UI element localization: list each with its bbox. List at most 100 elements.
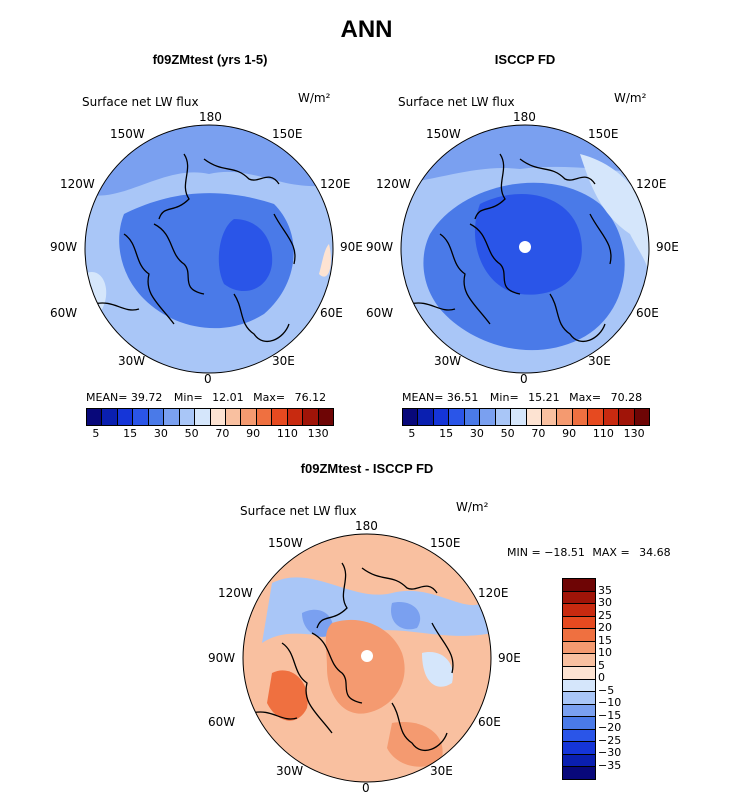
colorbar-swatch bbox=[255, 409, 272, 425]
panel2-lon-150w: 150W bbox=[426, 127, 461, 141]
panel3-colorbar-labels: 35 30 25 20 15 10 5 0 −5 −10 −15 −20 −25 −30 −35 bbox=[598, 578, 658, 778]
colorbar-tick-label: 5 bbox=[408, 427, 416, 440]
panel3-variable-label: Surface net LW flux bbox=[240, 504, 357, 518]
colorbar-swatch bbox=[602, 409, 619, 425]
colorbar-swatch bbox=[271, 409, 287, 425]
panel2-lon-120w: 120W bbox=[376, 177, 411, 191]
panel2-colorbar-labels: 5 15 30 50 70 90 110 130 bbox=[402, 427, 648, 441]
colorbar-swatch bbox=[563, 603, 595, 616]
panel1-polar-map bbox=[84, 124, 334, 374]
colorbar-tick-label: 5 bbox=[598, 658, 605, 672]
colorbar-tick-label: 50 bbox=[184, 427, 199, 440]
panel3-lon-90e: 90E bbox=[498, 651, 521, 665]
colorbar-swatch bbox=[448, 409, 464, 425]
panel2-lon-30e: 30E bbox=[588, 354, 611, 368]
colorbar-swatch bbox=[317, 409, 333, 425]
panel3-lon-60e: 60E bbox=[478, 715, 501, 729]
panel1-lon-60w: 60W bbox=[50, 306, 78, 320]
panel1-min-label: Min= bbox=[173, 391, 203, 404]
panel1-lon-30e: 30E bbox=[272, 354, 295, 368]
panel1-colorbar bbox=[86, 408, 334, 426]
colorbar-swatch bbox=[563, 741, 595, 754]
colorbar-swatch bbox=[563, 590, 595, 604]
panel1-min-value: 12.01 bbox=[212, 391, 244, 404]
panel2-units-label: W/m² bbox=[614, 91, 647, 105]
colorbar-swatch bbox=[540, 409, 557, 425]
colorbar-swatch bbox=[587, 409, 603, 425]
colorbar-tick-label: −25 bbox=[598, 733, 622, 747]
panel2-coastlines bbox=[409, 153, 612, 343]
figure-title: ANN bbox=[340, 16, 393, 43]
colorbar-swatch bbox=[633, 409, 649, 425]
panel3-map-border bbox=[242, 533, 492, 783]
colorbar-tick-label: 110 bbox=[276, 427, 298, 440]
panel3-min-value: −18.51 bbox=[544, 546, 585, 559]
colorbar-swatch bbox=[101, 409, 117, 425]
panel2-field-east bbox=[580, 154, 649, 284]
panel1-lon-150e: 150E bbox=[272, 127, 303, 141]
colorbar-tick-label: 5 bbox=[92, 427, 100, 440]
panel2-max-value: 70.28 bbox=[610, 391, 643, 404]
panel3-lon-30w: 30W bbox=[276, 764, 304, 778]
panel2-mean-label: MEAN= bbox=[402, 391, 444, 404]
panel3-max-label: MAX = bbox=[592, 546, 630, 559]
colorbar-swatch bbox=[147, 409, 164, 425]
panel1-coastlines bbox=[93, 153, 296, 343]
panel2-lon-180: 180 bbox=[513, 110, 536, 124]
panel2-min-value: 15.21 bbox=[528, 391, 560, 404]
panel1-lon-30w: 30W bbox=[118, 354, 146, 368]
colorbar-tick-label: 70 bbox=[215, 427, 230, 440]
colorbar-swatch bbox=[403, 409, 418, 425]
panel1-field-core bbox=[218, 219, 273, 292]
colorbar-swatch bbox=[479, 409, 495, 425]
colorbar-tick-label: 90 bbox=[246, 427, 261, 440]
colorbar-tick-label: −35 bbox=[598, 758, 622, 772]
colorbar-swatch bbox=[556, 409, 572, 425]
panel1-title: f09ZMtest (yrs 1-5) bbox=[152, 52, 268, 67]
panel3-pole-hole bbox=[361, 650, 373, 662]
colorbar-tick-label: 25 bbox=[598, 608, 612, 622]
panel3-field-warm-west bbox=[267, 670, 308, 721]
panel2-lon-90e: 90E bbox=[656, 240, 679, 254]
panel1-max-value: 76.12 bbox=[294, 391, 327, 404]
panel2-min-label: Min= bbox=[489, 391, 519, 404]
colorbar-tick-label: −30 bbox=[598, 746, 622, 759]
colorbar-swatch bbox=[563, 653, 595, 666]
colorbar-swatch bbox=[563, 766, 595, 779]
colorbar-swatch bbox=[510, 409, 526, 425]
colorbar-swatch bbox=[286, 409, 303, 425]
panel2-stats: MEAN= 36.51 Min= 15.21 Max= 70.28 bbox=[402, 391, 642, 404]
panel1-lon-120e: 120E bbox=[320, 177, 351, 191]
colorbar-tick-label: 15 bbox=[439, 427, 454, 440]
colorbar-swatch bbox=[618, 409, 634, 425]
colorbar-swatch bbox=[563, 728, 595, 742]
colorbar-tick-label: 50 bbox=[500, 427, 515, 440]
panel2-lon-60e: 60E bbox=[636, 306, 659, 320]
panel3-lon-30e: 30E bbox=[430, 764, 453, 778]
panel3-lon-150w: 150W bbox=[268, 536, 303, 550]
colorbar-tick-label: 130 bbox=[307, 427, 329, 440]
panel3-field-warm-core bbox=[325, 619, 405, 714]
panel2-pole-hole bbox=[519, 241, 531, 253]
colorbar-swatch bbox=[417, 409, 433, 425]
panel1-field-east-warm bbox=[319, 244, 331, 277]
colorbar-tick-label: −20 bbox=[598, 721, 622, 734]
colorbar-tick-label: −5 bbox=[598, 683, 615, 697]
colorbar-tick-label: 30 bbox=[598, 596, 612, 609]
colorbar-tick-label: 35 bbox=[598, 583, 612, 597]
panel2-lon-90w: 90W bbox=[366, 240, 394, 254]
panel1-stats: MEAN= 39.72 Min= 12.01 Max= 76.12 bbox=[86, 391, 326, 404]
colorbar-swatch bbox=[163, 409, 179, 425]
colorbar-tick-label: 15 bbox=[598, 633, 612, 647]
panel1-lon-90w: 90W bbox=[50, 240, 78, 254]
colorbar-swatch bbox=[563, 691, 595, 704]
colorbar-swatch bbox=[494, 409, 511, 425]
colorbar-swatch bbox=[563, 753, 595, 767]
panel2-lon-150e: 150E bbox=[588, 127, 619, 141]
colorbar-swatch bbox=[563, 716, 595, 729]
panel3-colorbar bbox=[562, 578, 596, 780]
colorbar-tick-label: 130 bbox=[623, 427, 645, 440]
panel1-lon-180: 180 bbox=[199, 110, 222, 124]
panel3-min-label: MIN = bbox=[507, 546, 541, 559]
panel1-lon-60e: 60E bbox=[320, 306, 343, 320]
